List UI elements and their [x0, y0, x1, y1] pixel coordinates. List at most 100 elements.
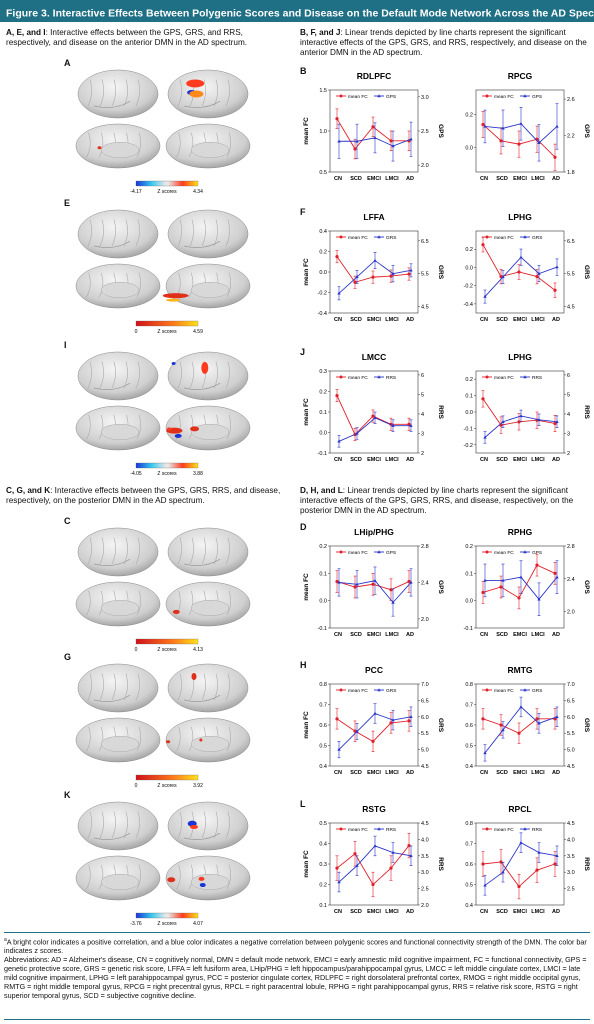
plot-frame [475, 230, 565, 314]
x-tick-label: CN [480, 457, 488, 463]
y-tick-label: 0.5 [319, 744, 327, 750]
y2-tick-label: 6.0 [567, 715, 575, 721]
data-point [391, 271, 395, 275]
data-point [355, 431, 359, 435]
x-tick-label: CN [480, 632, 488, 638]
y2-tick-label: 2.0 [421, 903, 429, 909]
line-chart-lphg: LPHG mean FC GRS -0.4 -0.2 0.0 0.2 4.5 5.5 6.5 GRS… [464, 212, 590, 323]
data-point [537, 141, 541, 145]
series-gps [483, 103, 559, 162]
series-mean-fc [481, 708, 557, 744]
colorbar-max: 4.34 [193, 189, 203, 195]
colorbar-max: 4.13 [193, 647, 203, 653]
y2-tick-label: 4.5 [567, 304, 575, 310]
y2-tick-label: 4.5 [421, 304, 429, 310]
y-tick-label: 0.5 [465, 744, 473, 750]
y2-tick-label: 4.5 [421, 764, 429, 770]
y2-tick-label: 5.5 [567, 272, 575, 278]
series-mean-fc [481, 553, 557, 610]
legend-label: mean FC [494, 235, 514, 241]
y2-tick-label: 4.5 [567, 764, 575, 770]
x-tick-label: AD [406, 909, 414, 915]
data-point [555, 575, 559, 579]
series-grs [337, 703, 413, 759]
y2-tick-label: 3 [421, 431, 424, 437]
colorbar-min: 0 [135, 329, 138, 335]
data-point [501, 126, 505, 130]
y2-tick-label: 2.5 [567, 887, 575, 893]
y2-tick-label: 2.5 [421, 129, 429, 135]
y-tick-label: -0.4 [464, 302, 473, 308]
y-tick-label: 1.5 [319, 88, 327, 94]
figure-title-banner: Figure 3. Interactive Effects Between Po… [0, 0, 594, 22]
data-point [555, 124, 559, 128]
y-tick-label: 0.0 [465, 599, 473, 605]
series-rrs [483, 832, 559, 896]
x-tick-label: AD [406, 770, 414, 776]
x-tick-label: EMCI [513, 317, 527, 323]
data-point [407, 422, 411, 426]
data-point [337, 880, 341, 884]
lead-posterior-charts: D, H, and L: Linear trends depicted by l… [300, 486, 574, 516]
y-tick-label: 0.1 [319, 571, 327, 577]
plot-frame [329, 230, 419, 314]
data-point [481, 862, 485, 866]
activation-blob [166, 427, 172, 431]
data-point [481, 243, 485, 247]
y-axis-label: mean FC [303, 258, 310, 286]
legend: mean FC GRS [482, 688, 542, 694]
data-point [483, 578, 487, 582]
y2-tick-label: 4.0 [421, 837, 429, 843]
data-point [517, 142, 521, 146]
x-tick-label: CN [334, 176, 342, 182]
y2-tick-label: 2.0 [567, 610, 575, 616]
legend: mean FC GRS [336, 235, 396, 241]
y-tick-label: 0.0 [465, 410, 473, 416]
y-tick-label: 0.2 [465, 544, 473, 550]
x-tick-label: LMCI [385, 317, 399, 323]
brain-view [167, 69, 249, 119]
y2-tick-label: 4.5 [567, 821, 575, 827]
y-tick-label: 0.2 [465, 113, 473, 119]
x-tick-label: SCD [350, 770, 362, 776]
line-chart-lphg: LPHG mean FC RRS -0.2 -0.1 0.0 0.1 0.2 2 3 4 5 6 RRS C… [464, 352, 590, 463]
data-point [409, 423, 413, 427]
data-point [553, 155, 557, 159]
y-tick-label: 0.1 [465, 571, 473, 577]
data-point [483, 751, 487, 755]
data-point [501, 578, 505, 582]
y2-tick-label: 5 [567, 392, 570, 398]
data-point [501, 870, 505, 874]
brain-view [75, 405, 161, 451]
panel-label-b: B [300, 66, 307, 76]
x-tick-label: AD [406, 317, 414, 323]
data-point [535, 274, 539, 279]
chart-title: RMTG [507, 665, 532, 675]
data-point [517, 731, 521, 735]
brain-view [77, 801, 159, 851]
y-tick-label: 0.4 [319, 842, 327, 848]
data-point [371, 275, 375, 279]
x-tick-label: AD [406, 176, 414, 182]
brain-view [77, 209, 159, 259]
series-mean-fc [481, 111, 557, 171]
colorbar-k: -3.76 Z scores 4.07 [130, 912, 203, 927]
data-point [519, 414, 523, 418]
chart-title: LFFA [363, 212, 384, 222]
data-point [499, 723, 503, 727]
brain-view [77, 663, 159, 713]
data-point [407, 843, 411, 848]
series-grs [337, 252, 413, 301]
line-chart-lhip-phg: LHip/PHG mean FC GPS -0.1 0.0 0.1 0.2 2.0 2.4 2.8… [303, 527, 444, 638]
data-point [389, 139, 393, 143]
brain-render-a [75, 69, 251, 169]
footer-divider [4, 932, 590, 933]
brain-view [165, 717, 251, 763]
brain-view [77, 69, 159, 119]
x-tick-label: LMCI [531, 176, 545, 182]
x-tick-label: LMCI [531, 457, 545, 463]
data-point [555, 854, 559, 857]
y2-tick-label: 3 [567, 431, 570, 437]
data-point [391, 850, 395, 854]
brain-view [167, 663, 249, 713]
